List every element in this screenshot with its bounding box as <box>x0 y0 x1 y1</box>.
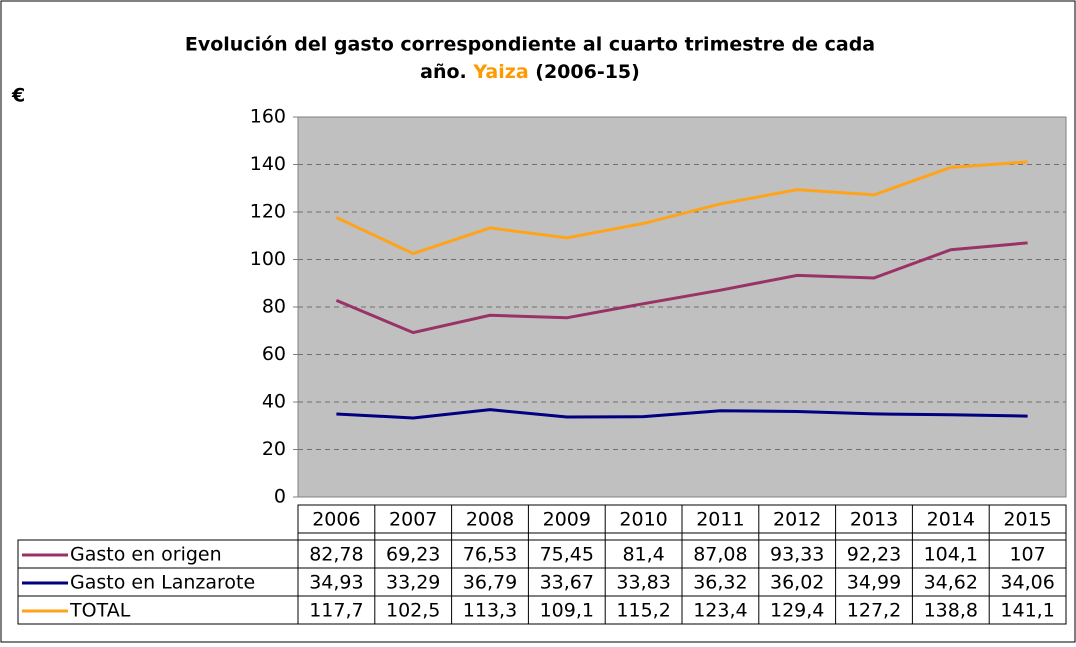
y-tick-label: 100 <box>250 248 286 270</box>
table-value: 36,02 <box>770 572 824 594</box>
table-value: 33,29 <box>386 572 440 594</box>
x-tick-label: 2015 <box>1003 509 1051 531</box>
y-tick-label: 40 <box>262 391 286 413</box>
legend-label: TOTAL <box>69 600 131 622</box>
y-tick-label: 160 <box>250 106 286 128</box>
table-value: 127,2 <box>847 600 901 622</box>
series-line <box>336 408 1028 420</box>
y-tick-label: 120 <box>250 201 286 223</box>
chart-title: año. Yaiza (2006-15) <box>420 61 640 83</box>
x-tick-label: 2006 <box>312 509 360 531</box>
table-value: 34,93 <box>309 572 363 594</box>
table-value: 107 <box>1009 544 1045 566</box>
table-value: 117,7 <box>309 600 363 622</box>
table-value: 34,62 <box>924 572 978 594</box>
x-tick-label: 2012 <box>773 509 821 531</box>
legend-label: Gasto en Lanzarote <box>70 572 255 594</box>
series-line <box>335 160 1028 256</box>
y-tick-label: 60 <box>262 343 286 365</box>
table-value: 33,83 <box>616 572 670 594</box>
table-value: 82,78 <box>309 544 363 566</box>
table-value: 36,79 <box>463 572 517 594</box>
table-value: 36,32 <box>693 572 747 594</box>
table-value: 75,45 <box>540 544 594 566</box>
series-line <box>335 241 1028 335</box>
table-value: 141,1 <box>1000 600 1054 622</box>
y-axis-label: € <box>11 85 25 107</box>
table-value: 81,4 <box>622 544 664 566</box>
x-tick-label: 2013 <box>850 509 898 531</box>
x-tick-label: 2014 <box>927 509 975 531</box>
y-tick-label: 80 <box>262 296 286 318</box>
table-value: 33,67 <box>540 572 594 594</box>
table-value: 34,06 <box>1000 572 1054 594</box>
x-tick-label: 2009 <box>543 509 591 531</box>
y-tick-label: 20 <box>262 438 286 460</box>
table-value: 113,3 <box>463 600 517 622</box>
x-tick-label: 2010 <box>619 509 667 531</box>
table-value: 129,4 <box>770 600 824 622</box>
chart-title-period: (2006-15) <box>535 61 640 83</box>
table-value: 93,33 <box>770 544 824 566</box>
chart-title: año. <box>420 61 467 83</box>
table-value: 87,08 <box>693 544 747 566</box>
x-tick-label: 2008 <box>466 509 514 531</box>
x-tick-label: 2011 <box>696 509 744 531</box>
legend-label: Gasto en origen <box>70 544 222 566</box>
table-value: 92,23 <box>847 544 901 566</box>
table-value: 69,23 <box>386 544 440 566</box>
table-value: 76,53 <box>463 544 517 566</box>
chart-title: Evolución del gasto correspondiente al c… <box>185 34 875 56</box>
table-value: 115,2 <box>616 600 670 622</box>
y-tick-label: 0 <box>274 486 286 508</box>
x-tick-label: 2007 <box>389 509 437 531</box>
y-tick-label: 140 <box>250 153 286 175</box>
chart-title-place: Yaiza <box>472 61 528 83</box>
table-value: 138,8 <box>924 600 978 622</box>
table-value: 104,1 <box>924 544 978 566</box>
table-value: 109,1 <box>540 600 594 622</box>
table-value: 123,4 <box>693 600 747 622</box>
table-value: 34,99 <box>847 572 901 594</box>
table-value: 102,5 <box>386 600 440 622</box>
